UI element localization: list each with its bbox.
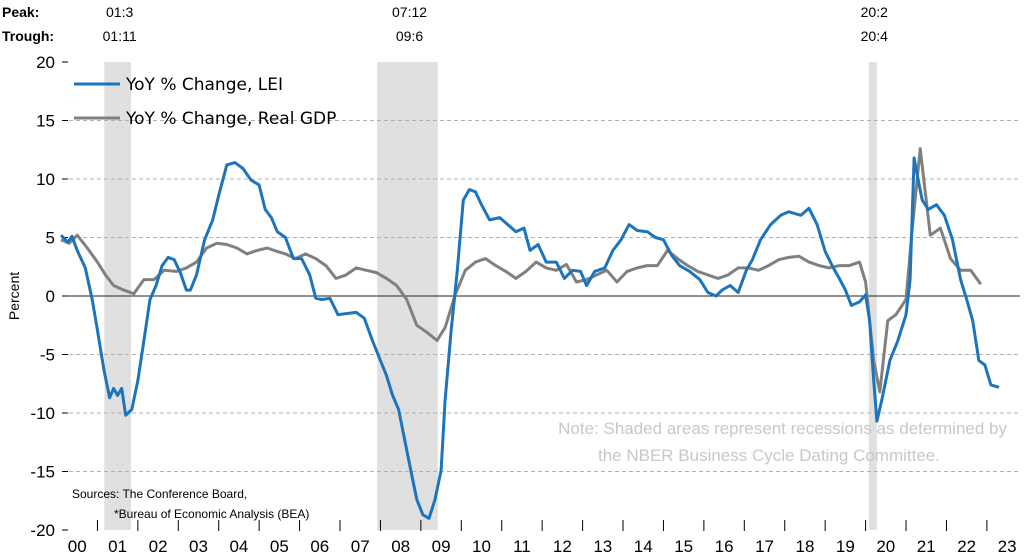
- recession-peak-date: 07:12: [392, 4, 427, 20]
- x-axis: 00 01 02 03 04 05 06 07 08 09 10 11 12 13 14 15 16 17 18 19…: [68, 520, 1017, 556]
- series-lines: [59, 147, 1000, 520]
- x-tick-label: 20: [876, 537, 895, 556]
- legend-label-lei: YoY % Change, LEI: [125, 75, 283, 95]
- x-tick-label: 14: [634, 537, 653, 556]
- legend-label-gdp: YoY % Change, Real GDP: [125, 109, 336, 129]
- recession-trough-date: 20:4: [861, 28, 888, 44]
- sources-line-2: *Bureau of Economic Analysis (BEA): [114, 507, 309, 521]
- x-tick-label: 17: [755, 537, 774, 556]
- recession-peak-date: 20:2: [861, 4, 888, 20]
- y-tick-label: 10: [36, 170, 55, 189]
- x-tick-label: 22: [957, 537, 976, 556]
- x-tick-label: 13: [593, 537, 612, 556]
- note-line-2: the NBER Business Cycle Dating Committee…: [598, 446, 940, 465]
- x-tick-label: 01: [108, 537, 127, 556]
- gdp-line: [60, 147, 983, 394]
- y-tick-label: 15: [36, 112, 55, 131]
- legend: YoY % Change, LEI YoY % Change, Real GDP: [74, 75, 336, 129]
- x-tick-label: 04: [229, 537, 248, 556]
- recession-peak-date: 01:3: [106, 4, 133, 20]
- x-tick-label: 15: [674, 537, 693, 556]
- lei-line: [59, 156, 1000, 520]
- peak-label: Peak:: [2, 4, 39, 20]
- x-tick-label: 23: [998, 537, 1017, 556]
- x-tick-label: 12: [553, 537, 572, 556]
- y-axis: 20 15 10 5 0 -5 -10 -15 -20: [30, 53, 68, 540]
- sources-line-1: Sources: The Conference Board,: [72, 487, 247, 501]
- y-tick-label: -10: [30, 404, 55, 423]
- x-tick-label: 10: [472, 537, 491, 556]
- y-tick-label: -15: [30, 463, 55, 482]
- x-tick-label: 06: [310, 537, 329, 556]
- note-line-1: Note: Shaded areas represent recessions …: [558, 419, 1007, 438]
- x-tick-label: 00: [68, 537, 87, 556]
- y-tick-label: 0: [46, 287, 55, 306]
- y-tick-label: -20: [30, 521, 55, 540]
- x-tick-label: 09: [432, 537, 451, 556]
- x-tick-label: 08: [391, 537, 410, 556]
- y-tick-label: -5: [40, 346, 55, 365]
- recession-trough-date: 01:11: [103, 28, 137, 44]
- x-tick-label: 03: [189, 537, 208, 556]
- y-axis-label: Percent: [6, 272, 22, 320]
- y-tick-label: 5: [46, 229, 55, 248]
- x-tick-label: 07: [351, 537, 370, 556]
- gridlines: [62, 120, 1020, 472]
- trough-label: Trough:: [2, 28, 54, 44]
- x-tick-label: 21: [917, 537, 936, 556]
- x-tick-label: 05: [270, 537, 289, 556]
- x-tick-label: 11: [513, 537, 531, 556]
- recession-labels: 01:3 01:11 07:12 09:6 20:2 20:4: [103, 4, 888, 44]
- x-tick-label: 19: [836, 537, 855, 556]
- x-tick-label: 16: [715, 537, 734, 556]
- x-tick-label: 18: [795, 537, 814, 556]
- x-tick-label: 02: [149, 537, 168, 556]
- recession-trough-date: 09:6: [396, 28, 423, 44]
- y-tick-label: 20: [36, 53, 55, 72]
